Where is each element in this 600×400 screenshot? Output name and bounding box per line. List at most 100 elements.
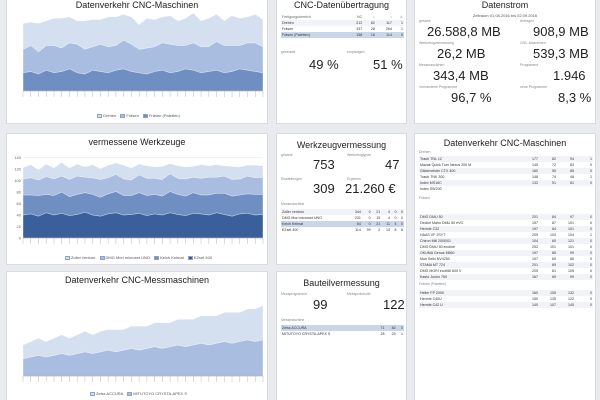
table-row[interactable]: Mori Seiki NV4250 197 69 86 0 [419,256,593,262]
cell: Fräsen [282,27,294,31]
stat-value: 309 [313,181,335,196]
table-row[interactable]: Drehen 212 82 117 1 [281,20,404,26]
table-row[interactable]: Traub TNK 300 148 74 48 1 [419,174,593,180]
stat-label: Einstellungen [281,177,303,181]
cell: 4 [381,209,391,215]
table-row[interactable]: Gildemeister CTX 400 160 55 85 0 [419,168,593,174]
table-row[interactable]: STAMA MT 724 201 89 102 0 [419,262,593,268]
stat-value: 1.946 [553,68,586,83]
table-row[interactable]: Fräsen (Paletten) 158 16 114 0 [281,32,404,38]
panel-title: vermessene Werkzeuge [88,137,186,147]
legend-item: EZset 400 [193,255,213,260]
table-row[interactable]: DMG Mori microset UNO 231 0 15 4 0 0 [281,215,404,221]
cell: 114 [375,32,393,38]
cell [557,186,575,192]
cell: 0 [575,262,593,268]
column-header: NC [357,15,363,19]
group-label: Drehen [419,150,431,154]
cell: 0 [590,257,592,261]
cell: 21 [371,221,382,227]
cell: 0 [590,269,592,273]
cell [539,186,557,192]
cell: 231 [354,216,361,220]
table-row[interactable]: DMG DMU 50 201 84 97 0 [419,214,593,220]
series-area-0 [22,211,264,239]
legend-swatch [187,255,193,260]
received-percent: 51 % [373,57,403,72]
table-row[interactable]: Kelch Kelmat 64 0 21 11 4 0 [281,221,404,227]
chart-legend: Zoller venturo DMG Mori microset UNO Kel… [7,255,267,260]
cell: 197 [532,257,538,261]
cell: 0 [590,297,592,301]
sent-percent: 49 % [309,57,339,72]
table-row[interactable]: HAAS VF 2SYT 209 104 104 1 [419,232,593,238]
table-row[interactable]: Heller FP 2000 160 105 132 0 [419,290,593,296]
cell: 51 [539,180,557,186]
panel-werkzeugvermessung: Werkzeugvermessung gesamt Werkzeugtypen … [276,133,407,265]
cell: Hermle C42 U [419,302,521,308]
table-row[interactable]: Chiron Mill 2000/01 104 60 121 0 [419,238,593,244]
cell: 135 [550,297,556,301]
panel-title: Datenverkehr CNC-Messmaschinen [64,275,210,285]
cell: 114 [355,228,361,232]
cell: Zeiss ACCURA [281,325,375,331]
cell: 1 [401,332,403,336]
cell: 102 [557,262,575,268]
table-row[interactable]: Zeiss ACCURA 71 82 0 [281,325,404,331]
table-row[interactable]: OKUMA Genos M560 197 85 99 0 [419,250,593,256]
cell: Traub TNK 300 [420,175,445,179]
tools-area-chart: 0 20 40 60 80 100 120 140 [14,155,264,244]
cell: 1 [590,175,592,179]
cell: Index MS16C [419,180,521,186]
cell: 81 [557,180,575,186]
table-row[interactable]: Hermle C32 197 84 101 0 [419,226,593,232]
table-row[interactable]: Index SW200 [419,186,593,192]
table-row[interactable]: Deckel Maho DMU 50 eVO 157 87 101 0 [419,220,593,226]
cell: 140 [521,302,539,308]
legend-swatch [97,113,103,118]
table-row[interactable]: Fräsen 337 28 264 1 [281,26,404,32]
cell: 252 [532,245,538,249]
stat-label: Werkzeugtypen [347,153,372,157]
cell: Hermle C40U [420,297,442,301]
cell: 99 [366,228,371,232]
cell: 160 [521,290,539,296]
table-row[interactable]: Hermle C42 U 140 107 145 0 [419,302,593,308]
table-row[interactable]: Hermle C40U 150 135 122 0 [419,296,593,302]
stat-value: 539,3 MB [533,46,589,61]
cell: 145 [557,302,575,308]
stat-label: CNC-Maschinen [520,41,546,45]
table-row[interactable]: MITUTOYO CRYSTA-APEX S 28 29 1 [281,331,404,337]
legend-swatch [142,113,148,118]
table-row[interactable]: Traub TNL 12 177 82 94 1 [419,156,593,162]
cell: 83 [570,163,574,167]
cell: 0 [401,216,403,220]
table-row[interactable]: EZset 400 114 99 2 14 8 8 [281,227,404,233]
cell: 105 [539,290,557,296]
stat-label: Programme [520,63,539,67]
cell: 69 [552,257,556,261]
table-row[interactable]: Zoller venturo 344 0 21 4 0 0 [281,209,404,215]
traffic-area-chart [22,12,264,97]
cell: 0 [361,209,372,215]
stat-label: Messmaschinen [419,63,445,67]
cell: 84 [539,226,557,232]
table-row[interactable]: DMG MORI ecoMill 600 V 205 81 105 0 [419,268,593,274]
cell: 85 [539,250,557,256]
cell: DMG Mori microset UNO [282,216,322,220]
panel-bauteilvermessung: Bauteilvermessung Messprogramme Messprot… [276,271,407,400]
cell: 1 [392,20,404,26]
legend-swatch [127,391,133,396]
cell: 60 [539,238,557,244]
panel-datenverkehr-list: Datenverkehr CNC-Maschinen Drehen Traub … [414,133,596,400]
table-row[interactable]: Kasto Junior 760 167 69 99 0 [419,274,593,280]
legend-item: Fräsen [126,113,139,118]
series-area-0 [22,68,264,92]
cell: 69 [539,274,557,280]
table-row[interactable]: Index MS16C 132 51 81 0 [419,180,593,186]
stat-label: Anfragen [520,19,535,23]
cell: Traub TNL 12 [419,156,521,162]
cell: 344 [348,209,362,215]
table-row[interactable]: Mazak Quick Turn Nexus 200 M 145 72 83 0 [419,162,593,168]
table-row[interactable]: DMG DMU 50 ecoline 252 101 101 0 [419,244,593,250]
